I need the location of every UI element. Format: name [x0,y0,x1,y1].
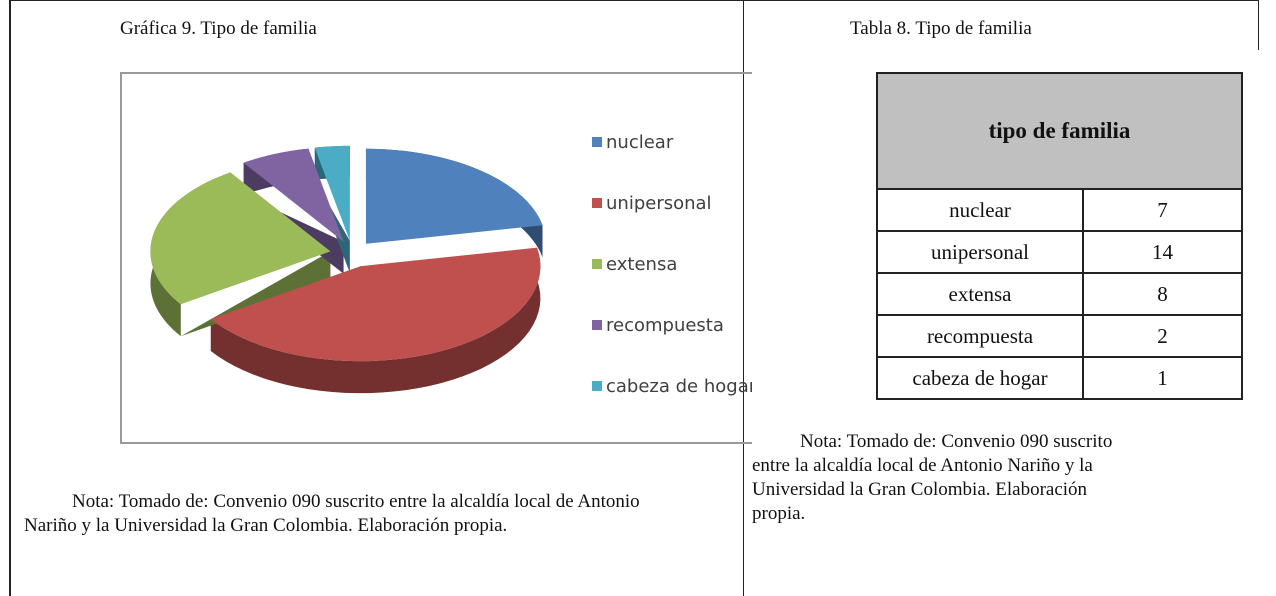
legend-label: nuclear [606,132,674,153]
data-table: tipo de familia nuclear 7 unipersonal 14 ext… [876,72,1243,400]
pie-slice [314,145,350,241]
table-note: Nota: Tomado de: Convenio 090 suscrito e… [752,431,1113,524]
pie-slice [365,148,543,244]
chart-box: nuclear unipersonal extensa recompuesta cabe… [120,72,752,444]
count-cell: 14 [1082,230,1243,274]
count-cell: 1 [1082,356,1243,400]
table-row: nuclear 7 [876,188,1243,232]
legend-swatch [592,198,602,208]
figure-note: Nota: Tomado de: Convenio 090 suscrito e… [24,491,640,536]
table-row: unipersonal 14 [876,230,1243,274]
left-border [9,0,11,596]
type-cell: cabeza de hogar [876,356,1084,400]
divider [743,0,744,596]
legend-swatch [592,137,602,147]
legend-label: unipersonal [606,193,712,214]
legend-label: extensa [606,254,677,275]
legend-swatch [592,259,602,269]
type-cell: extensa [876,272,1084,316]
type-cell: nuclear [876,188,1084,232]
table-row: extensa 8 [876,272,1243,316]
pie-slice [243,148,344,242]
pie-chart: nuclear unipersonal extensa recompuesta cabe… [150,132,752,397]
count-cell: 8 [1082,272,1243,316]
legend-swatch [592,381,602,391]
top-border [9,0,1259,1]
type-cell: recompuesta [876,314,1084,358]
right-border [1258,0,1259,50]
pie-slice [150,172,331,305]
legend-label: cabeza de hogar [606,376,752,397]
table-row: cabeza de hogar 1 [876,356,1243,400]
count-cell: 7 [1082,188,1243,232]
figure-title: Gráfica 9. Tipo de familia [120,18,317,39]
table-row: recompuesta 2 [876,314,1243,358]
legend-label: recompuesta [606,315,724,336]
table-header: tipo de familia [876,72,1243,190]
legend-swatch [592,320,602,330]
pie-slice [210,247,541,362]
type-cell: unipersonal [876,230,1084,274]
count-cell: 2 [1082,314,1243,358]
table-title: Tabla 8. Tipo de familia [850,18,1032,39]
